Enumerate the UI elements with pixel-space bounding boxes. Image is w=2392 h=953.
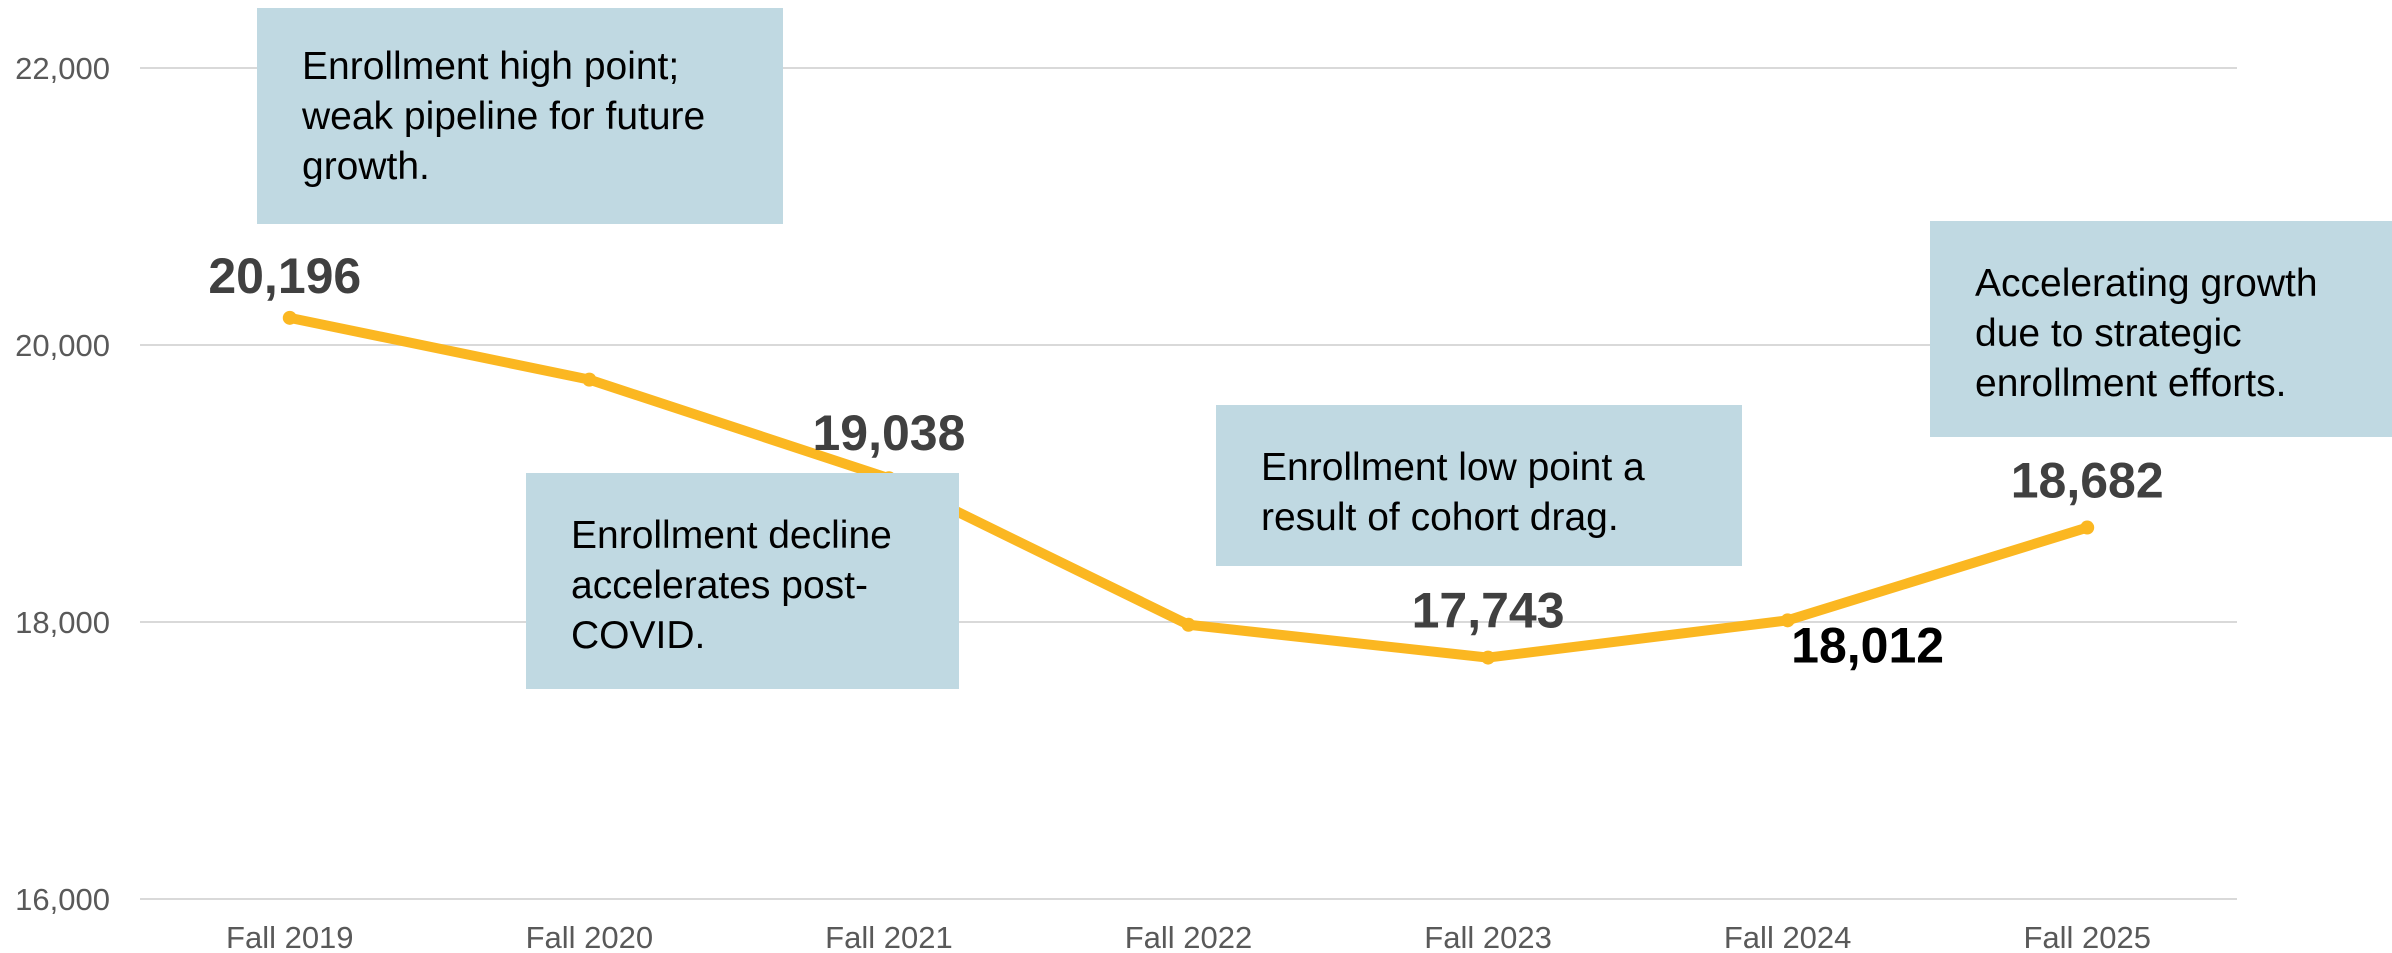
data-point — [2080, 520, 2095, 535]
x-axis-tick-labels: Fall 2019 Fall 2020 Fall 2021 Fall 2022 Fall… — [226, 920, 2151, 953]
x-tick-label: Fall 2024 — [1724, 920, 1852, 953]
data-point — [1481, 650, 1496, 665]
x-tick-label: Fall 2020 — [526, 920, 654, 953]
y-tick-label: 16,000 — [15, 882, 110, 917]
data-label: 19,038 — [812, 405, 965, 461]
x-tick-label: Fall 2023 — [1424, 920, 1552, 953]
annotation-high-point: Enrollment high point; weak pipeline for… — [257, 8, 783, 224]
y-tick-label: 22,000 — [15, 51, 110, 86]
x-tick-label: Fall 2022 — [1125, 920, 1253, 953]
data-label: 17,743 — [1412, 583, 1565, 639]
data-point — [282, 310, 297, 325]
data-point — [1181, 617, 1196, 632]
y-axis-tick-labels: 16,000 18,000 20,000 22,000 — [15, 51, 110, 917]
data-labels: 20,196 19,038 17,743 18,012 18,682 — [208, 248, 2163, 673]
enrollment-series — [282, 310, 2095, 665]
x-tick-label: Fall 2021 — [825, 920, 953, 953]
data-label: 18,682 — [2011, 453, 2164, 509]
x-tick-label: Fall 2019 — [226, 920, 354, 953]
annotation-low-point: Enrollment low point a result of cohort … — [1216, 405, 1742, 566]
data-point — [1780, 613, 1795, 628]
x-tick-label: Fall 2025 — [2023, 920, 2151, 953]
data-point — [582, 372, 597, 387]
data-label: 20,196 — [208, 248, 361, 304]
annotation-post-covid-decline: Enrollment decline accelerates post-COVI… — [526, 473, 959, 689]
annotation-accelerating-growth: Accelerating growth due to strategic enr… — [1930, 221, 2392, 437]
y-tick-label: 18,000 — [15, 605, 110, 640]
data-label: 18,012 — [1791, 617, 1944, 673]
y-tick-label: 20,000 — [15, 328, 110, 363]
